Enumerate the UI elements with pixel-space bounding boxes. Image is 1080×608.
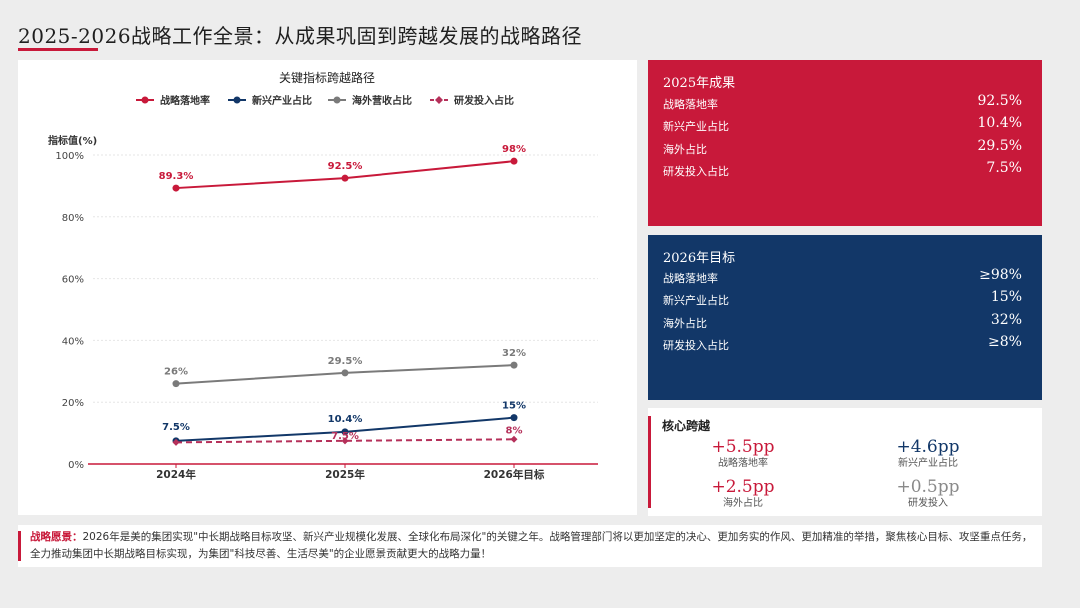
targets-2026-value: ≥98% [979, 267, 1022, 283]
data-point [172, 438, 180, 446]
data-point [510, 361, 518, 369]
title-underline [18, 48, 98, 51]
data-point [172, 184, 180, 192]
data-label: 26% [164, 367, 188, 378]
results-2025-row: 战略落地率 92.5% [663, 93, 1022, 115]
series-line [175, 438, 515, 444]
vision-footer: 战略愿景：2026年是美的集团实现"中长期战略目标攻坚、新兴产业规模化发展、全球… [18, 525, 1042, 567]
core-metric: +4.6pp 新兴产业占比 [848, 438, 1008, 470]
results-2025-row: 研发投入占比 7.5% [663, 160, 1022, 182]
results-2025-row: 新兴产业占比 10.4% [663, 115, 1022, 137]
core-metric: +2.5pp 海外占比 [663, 478, 823, 510]
data-point [341, 428, 349, 436]
legend-label: 海外营收占比 [352, 94, 412, 107]
data-label: 7.5% [162, 422, 190, 433]
data-label: 29.5% [328, 356, 363, 367]
legend-label: 战略落地率 [160, 94, 210, 107]
x-tick-label: 2024年 [156, 468, 196, 481]
data-point [172, 380, 180, 388]
legend-label: 研发投入占比 [454, 94, 514, 107]
results-2025-label: 战略落地率 [663, 98, 718, 111]
core-metric-value: +5.5pp [711, 437, 775, 457]
core-metric-label: 新兴产业占比 [898, 458, 958, 469]
y-tick-label: 40% [62, 336, 84, 347]
page-title: 2025-2026战略工作全景：从成果巩固到跨越发展的战略路径 [18, 24, 583, 48]
results-2025-label: 新兴产业占比 [663, 120, 729, 133]
x-tick-label: 2026年目标 [484, 468, 545, 481]
targets-2026-label: 新兴产业占比 [663, 294, 729, 307]
data-point [341, 437, 349, 445]
y-tick-label: 80% [62, 213, 84, 224]
core-title: 核心跨越 [662, 419, 711, 433]
chart-title: 关键指标跨越路径 [279, 70, 375, 85]
vision-label: 战略愿景： [30, 531, 83, 543]
targets-2026-label: 海外占比 [663, 317, 707, 330]
core-metric-label: 海外占比 [723, 498, 763, 509]
targets-2026-label: 战略落地率 [663, 272, 718, 285]
results-2025-label: 海外占比 [663, 143, 707, 156]
targets-2026-label: 研发投入占比 [663, 339, 729, 352]
y-tick-label: 60% [62, 275, 84, 286]
targets-2026-row: 新兴产业占比 15% [663, 289, 1022, 311]
core-metric-label: 战略落地率 [718, 458, 768, 469]
core-metric-value: +2.5pp [711, 477, 775, 497]
data-label: 8% [506, 425, 523, 436]
core-metric-value: +0.5pp [896, 477, 960, 497]
data-label: 32% [502, 348, 526, 359]
data-label: 15% [502, 401, 526, 412]
vision-text: 战略愿景：2026年是美的集团实现"中长期战略目标攻坚、新兴产业规模化发展、全球… [30, 529, 1035, 563]
data-label: 7.5% [331, 431, 359, 442]
targets-2026-row: 研发投入占比 ≥8% [663, 334, 1022, 356]
footer-accent-bar [18, 531, 21, 561]
results-2025-value: 10.4% [977, 115, 1022, 131]
core-accent-bar [648, 416, 651, 508]
data-label: 10.4% [328, 414, 363, 425]
targets-2026-card: 2026年目标 战略落地率 ≥98% 新兴产业占比 15% 海外占比 32% 研… [648, 235, 1042, 400]
data-point [341, 369, 349, 377]
data-point [510, 157, 518, 165]
results-2025-row: 海外占比 29.5% [663, 138, 1022, 160]
core-metric: +5.5pp 战略落地率 [663, 438, 823, 470]
x-tick-label: 2025年 [325, 468, 365, 481]
core-metric-value: +4.6pp [896, 437, 960, 457]
targets-2026-value: ≥8% [988, 334, 1022, 350]
targets-2026-row: 战略落地率 ≥98% [663, 267, 1022, 289]
targets-2026-value: 32% [990, 312, 1022, 328]
targets-2026-value: 15% [990, 289, 1022, 305]
data-point [510, 414, 518, 422]
core-metric-label: 研发投入 [908, 498, 948, 509]
core-metric: +0.5pp 研发投入 [848, 478, 1008, 510]
targets-2026-row: 海外占比 32% [663, 312, 1022, 334]
data-label: 98% [502, 144, 526, 155]
legend-marker [435, 96, 443, 104]
legend-marker [141, 96, 149, 104]
vision-body: 2026年是美的集团实现"中长期战略目标攻坚、新兴产业规模化发展、全球化布局深化… [30, 531, 1033, 560]
y-tick-label: 0% [68, 460, 84, 471]
y-axis-label: 指标值(%) [48, 134, 97, 147]
results-2025-value: 29.5% [977, 138, 1022, 154]
results-2025-label: 研发投入占比 [663, 165, 729, 178]
legend-marker [233, 96, 241, 104]
y-tick-label: 100% [55, 151, 84, 162]
data-point [341, 174, 349, 182]
data-point [510, 435, 518, 443]
results-2025-value: 92.5% [977, 93, 1022, 109]
y-tick-label: 20% [62, 398, 84, 409]
chart-panel: 关键指标跨越路径战略落地率 新兴产业占比 海外营收占比 研发投入占比指标值(%) 0% 2… [18, 60, 637, 515]
targets-2026-title: 2026年目标 [663, 251, 736, 266]
legend-marker [333, 96, 341, 104]
core-leap-panel: 核心跨越 +5.5pp 战略落地率 +4.6pp 新兴产业占比 +2.5pp 海… [648, 408, 1042, 516]
data-label: 92.5% [328, 161, 363, 172]
data-label: 89.3% [159, 171, 194, 182]
results-2025-value: 7.5% [986, 160, 1022, 176]
results-2025-card: 2025年成果 战略落地率 92.5% 新兴产业占比 10.4% 海外占比 29… [648, 60, 1042, 226]
legend-label: 新兴产业占比 [252, 94, 312, 107]
results-2025-title: 2025年成果 [663, 76, 736, 91]
